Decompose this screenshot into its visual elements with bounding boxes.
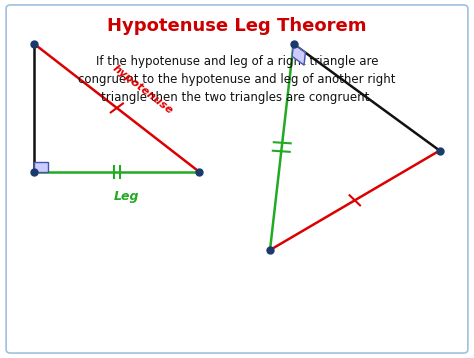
Polygon shape [292, 44, 305, 65]
Bar [35, 162, 47, 172]
Text: Hypotenuse Leg Theorem: Hypotenuse Leg Theorem [107, 17, 367, 35]
Text: hypotenuse: hypotenuse [111, 63, 175, 116]
Text: If the hypotenuse and leg of a right triangle are
congruent to the hypotenuse an: If the hypotenuse and leg of a right tri… [78, 55, 396, 104]
FancyBboxPatch shape [6, 5, 468, 353]
Text: Leg: Leg [113, 190, 139, 203]
